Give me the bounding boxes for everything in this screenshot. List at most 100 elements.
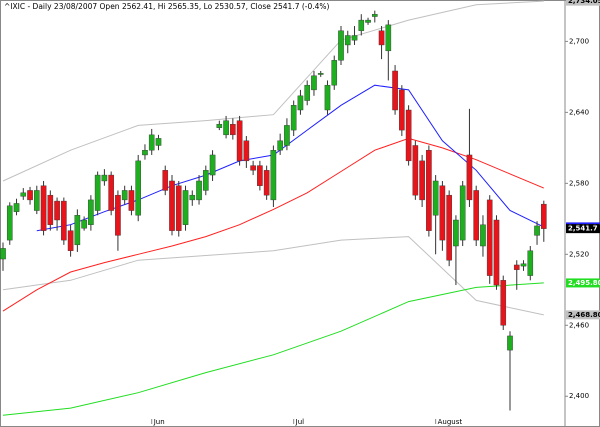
overlays xyxy=(2,0,545,416)
candle-body xyxy=(520,263,527,267)
candle-body xyxy=(61,200,67,241)
candle-body xyxy=(365,19,371,23)
candle-body xyxy=(6,205,13,241)
candle-body xyxy=(399,89,405,131)
candle-body xyxy=(541,203,547,229)
chart-title: ^IXIC - Daily 23/08/2007 Open 2562.41, H… xyxy=(4,2,330,11)
candle-body xyxy=(175,185,182,231)
y-tick-label: 2,460 xyxy=(569,321,589,329)
x-tick-label: Jun xyxy=(153,418,165,426)
candle-body xyxy=(405,109,412,162)
indicator-line xyxy=(2,137,544,312)
candle-body xyxy=(54,200,60,221)
candle-body xyxy=(101,174,108,182)
candle-body xyxy=(128,190,135,211)
candle-body xyxy=(453,219,459,247)
candle-body xyxy=(257,165,263,186)
y-tick-label: 2,700 xyxy=(569,37,589,45)
candle-body xyxy=(88,199,94,225)
candle-body xyxy=(209,154,216,176)
candle-body xyxy=(148,134,155,151)
candle-body xyxy=(47,194,54,225)
candle-body xyxy=(493,219,500,286)
value-label-box xyxy=(566,310,600,320)
candle-body xyxy=(94,174,101,211)
candle-body xyxy=(372,13,378,17)
candle-body xyxy=(81,219,87,229)
candle-body xyxy=(115,194,121,236)
value-label-box xyxy=(566,224,600,234)
y-tick-label: 2,400 xyxy=(569,392,589,400)
candle-body xyxy=(378,30,385,46)
candle-body xyxy=(142,150,148,156)
x-tick-label: Jul xyxy=(295,418,305,426)
candle-body xyxy=(473,190,480,241)
candle-body xyxy=(338,30,344,61)
candle-body xyxy=(243,140,250,162)
candle-body xyxy=(196,180,202,201)
candle-body xyxy=(74,215,81,246)
candle-body xyxy=(331,60,338,86)
candle-body xyxy=(290,105,297,131)
indicator-line xyxy=(36,84,545,232)
candle-body xyxy=(202,170,209,191)
candle-body xyxy=(270,150,277,201)
candle-body xyxy=(20,192,27,197)
candle-body xyxy=(527,250,534,276)
candle-body xyxy=(344,35,351,46)
candle-body xyxy=(162,170,169,191)
candle-body xyxy=(385,24,392,52)
value-label: 2,468.80 xyxy=(568,311,600,319)
candle-body xyxy=(466,154,473,201)
candle-body xyxy=(432,180,439,216)
candle-body xyxy=(459,185,466,241)
value-label: 2,734.05 xyxy=(568,0,600,5)
y-tick-label: 2,640 xyxy=(569,108,589,116)
candle-body xyxy=(0,248,6,260)
candle-body xyxy=(317,73,324,75)
x-tick-label: August xyxy=(438,418,463,426)
indicator-line xyxy=(2,282,544,416)
candle-body xyxy=(40,185,47,231)
candle-body xyxy=(67,230,74,251)
candle-body xyxy=(311,75,317,91)
candle-body xyxy=(135,160,142,216)
indicator-line xyxy=(2,236,544,316)
candle-body xyxy=(304,84,311,101)
candle-body xyxy=(27,190,33,201)
value-label: 2,495.80 xyxy=(568,279,600,287)
candle-body xyxy=(182,190,189,225)
candle-body xyxy=(324,84,331,111)
candle-body xyxy=(169,180,175,231)
candle-body xyxy=(500,280,507,326)
candle-body xyxy=(13,203,20,212)
candle-body xyxy=(284,125,290,146)
candle-body xyxy=(223,120,229,136)
candle-body xyxy=(297,95,304,111)
candle-body xyxy=(412,145,419,196)
candle-body xyxy=(513,264,520,270)
candle-body xyxy=(236,120,243,162)
candle-body xyxy=(263,170,270,196)
candle-body xyxy=(277,140,283,151)
candle-body xyxy=(230,123,236,136)
value-label: 2,541.7 xyxy=(568,225,598,233)
candle-body xyxy=(419,160,425,201)
candle-body xyxy=(351,35,358,41)
candle-body xyxy=(426,150,432,231)
value-label-box xyxy=(566,278,600,288)
candle-body xyxy=(439,185,446,241)
candle-body xyxy=(216,123,223,128)
y-tick-label: 2,520 xyxy=(569,250,589,258)
candle-body xyxy=(446,194,452,261)
candle-body xyxy=(392,70,398,111)
candle-body xyxy=(34,190,40,211)
candle-body xyxy=(486,199,493,276)
indicator-line xyxy=(2,0,544,182)
candle-body xyxy=(534,225,540,236)
candle-body xyxy=(250,165,256,171)
candle-body xyxy=(108,174,114,211)
y-tick-label: 2,580 xyxy=(569,179,589,187)
candle-body xyxy=(358,19,365,31)
